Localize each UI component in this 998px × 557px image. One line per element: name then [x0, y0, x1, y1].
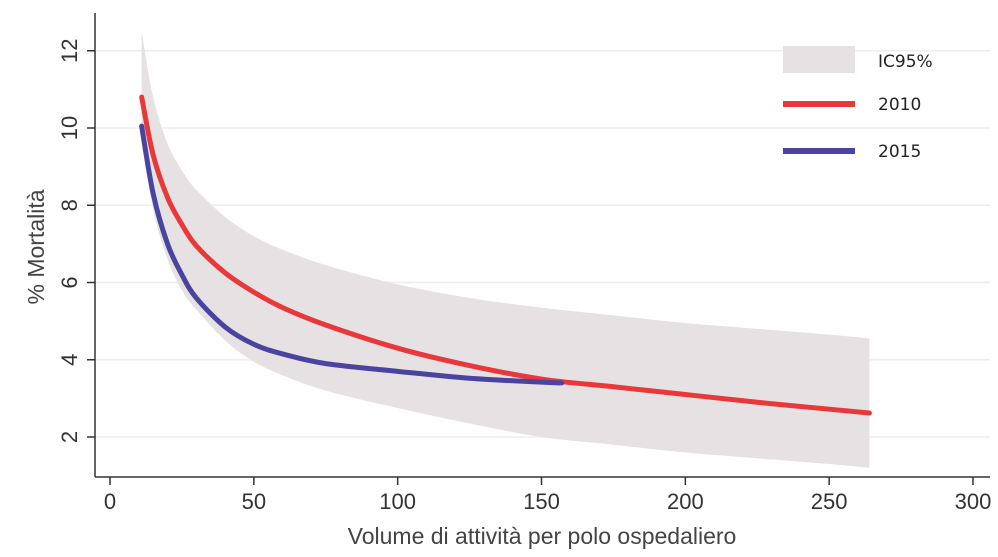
x-tick-label-150: 150 — [523, 489, 560, 514]
legend: IC95% 2010 2015 — [783, 46, 933, 162]
series-line-2010 — [139, 94, 872, 416]
y-tick-label-6: 6 — [57, 276, 82, 288]
x-tick-label-0: 0 — [104, 489, 116, 514]
x-tick-label-200: 200 — [667, 489, 704, 514]
ci-band — [141, 31, 870, 468]
y-tick-label-12: 12 — [57, 39, 82, 63]
x-tick-label-300: 300 — [955, 489, 992, 514]
x-tick-label-50: 50 — [242, 489, 266, 514]
x-tick-label-100: 100 — [379, 489, 416, 514]
legend-label-2010: 2010 — [878, 95, 921, 115]
y-tick-label-4: 4 — [57, 354, 82, 366]
legend-swatch-ci — [783, 46, 855, 73]
y-tick-label-10: 10 — [57, 116, 82, 140]
legend-label-2015: 2015 — [878, 142, 921, 162]
series-line-2015 — [139, 123, 565, 386]
series-layer — [139, 94, 872, 416]
axes: 0 50 100 150 200 250 300 2 4 6 8 10 12 — [57, 13, 991, 514]
x-tick-label-250: 250 — [811, 489, 848, 514]
x-axis-label: Volume di attività per polo ospedaliero — [348, 523, 737, 549]
ci-band-layer — [141, 31, 870, 468]
y-axis-label: % Mortalità — [23, 189, 49, 304]
y-tick-label-8: 8 — [57, 199, 82, 211]
legend-label-ci: IC95% — [878, 52, 933, 72]
y-tick-label-2: 2 — [57, 431, 82, 443]
